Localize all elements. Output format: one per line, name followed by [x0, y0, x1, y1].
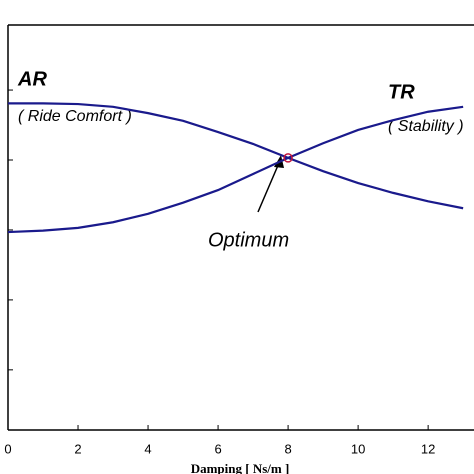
optimum-marker: [283, 153, 293, 163]
x-tick-label: 8: [284, 441, 291, 456]
annotation: ( Stability ): [388, 118, 464, 135]
x-tick-label: 12: [421, 441, 435, 456]
optimum-label: Optimum: [208, 229, 289, 251]
arrow: [257, 162, 280, 213]
series-line: [8, 102, 464, 210]
x-tick-label: 10: [351, 441, 365, 456]
series-line: [7, 105, 464, 234]
x-tick-label: 4: [144, 441, 151, 456]
series-label: TR: [388, 81, 415, 103]
x-tick-label: 2: [74, 441, 81, 456]
series-label: AR: [17, 68, 47, 90]
x-tick-label: 6: [214, 441, 221, 456]
x-tick-label: 0: [4, 441, 11, 456]
x-axis-label: Damping [ Ns/m ]: [191, 461, 290, 474]
annotation: ( Ride Comfort ): [18, 108, 132, 125]
